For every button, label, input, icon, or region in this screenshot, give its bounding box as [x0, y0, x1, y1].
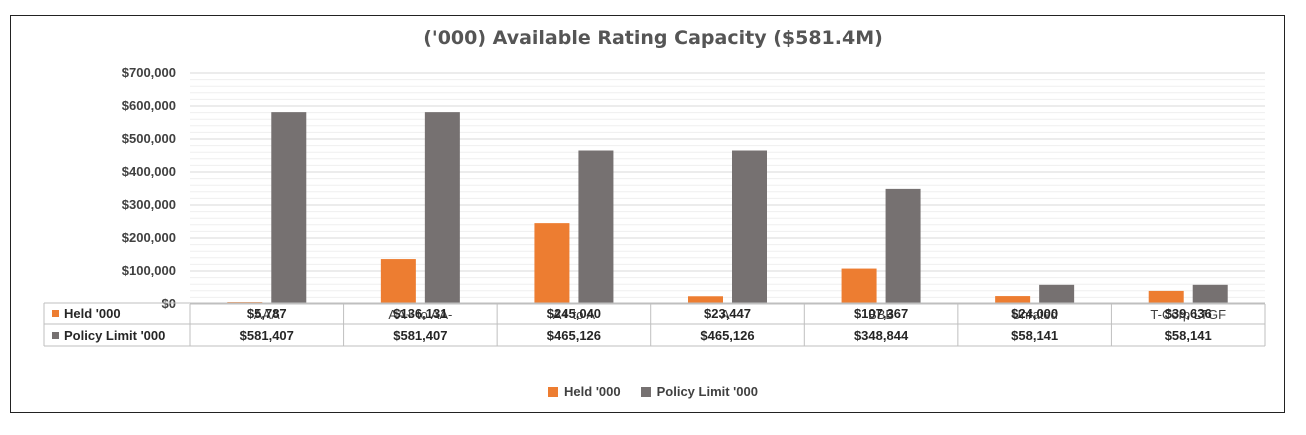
x-category-label: AA+ to AA-	[388, 307, 452, 322]
table-value-cell: $245,040	[547, 306, 601, 321]
bar-policy-limit	[271, 112, 307, 305]
table-series-swatch	[52, 332, 59, 339]
table-value-cell: $58,141	[1011, 328, 1058, 343]
y-tick-label: $700,000	[122, 65, 176, 80]
table-value-cell: $136,131	[393, 306, 447, 321]
y-tick-label: $200,000	[122, 230, 176, 245]
table-value-cell: $39,636	[1165, 306, 1212, 321]
legend-item-policy-limit: Policy Limit '000	[640, 384, 758, 399]
table-value-cell: $107,367	[854, 306, 908, 321]
y-tick-label: $500,000	[122, 131, 176, 146]
legend-label-policy-limit: Policy Limit '000	[656, 384, 758, 399]
legend-swatch-policy-limit	[640, 386, 651, 397]
table-value-cell: $58,141	[1165, 328, 1212, 343]
bar-held	[380, 259, 416, 304]
table-value-cell: $348,844	[854, 328, 909, 343]
bar-held	[1148, 290, 1184, 304]
bar-policy-limit	[732, 150, 767, 304]
legend-label-held: Held '000	[564, 384, 621, 399]
legend-swatch-held	[548, 386, 559, 397]
bar-held	[534, 223, 570, 304]
chart-legend: Held '000 Policy Limit '000	[0, 384, 1306, 399]
chart-frame	[10, 15, 1285, 413]
x-category-label: AAA	[254, 307, 280, 322]
y-tick-label: $100,000	[122, 263, 176, 278]
y-tick-label: $300,000	[122, 197, 176, 212]
bar-held	[841, 268, 877, 304]
table-value-cell: $23,447	[704, 306, 751, 321]
x-category-label: T-Corp LTGF	[1150, 307, 1226, 322]
x-category-label: Unrated	[1012, 307, 1058, 322]
table-series-label: Held '000	[64, 306, 121, 321]
table-value-cell: $465,126	[700, 328, 754, 343]
y-tick-label: $600,000	[122, 98, 176, 113]
table-value-cell: $465,126	[547, 328, 601, 343]
x-category-label: A+ to A	[553, 307, 596, 322]
table-value-cell: $581,407	[393, 328, 447, 343]
table-series-swatch	[52, 310, 59, 317]
table-value-cell: $5,787	[247, 306, 287, 321]
bar-policy-limit	[578, 150, 614, 304]
table-series-label: Policy Limit '000	[64, 328, 165, 343]
bar-policy-limit	[885, 188, 921, 304]
bar-held	[688, 296, 723, 304]
y-tick-label: $400,000	[122, 164, 176, 179]
x-category-label: BBB	[868, 307, 894, 322]
table-value-cell: $24,000	[1011, 306, 1058, 321]
bar-policy-limit	[1192, 284, 1228, 304]
bar-policy-limit	[1039, 284, 1075, 304]
x-category-label: A-	[721, 307, 734, 322]
bar-held	[995, 296, 1031, 304]
legend-item-held: Held '000	[548, 384, 621, 399]
chart-title: ('000) Available Rating Capacity ($581.4…	[423, 27, 883, 49]
bar-policy-limit	[424, 112, 460, 305]
table-value-cell: $581,407	[240, 328, 294, 343]
